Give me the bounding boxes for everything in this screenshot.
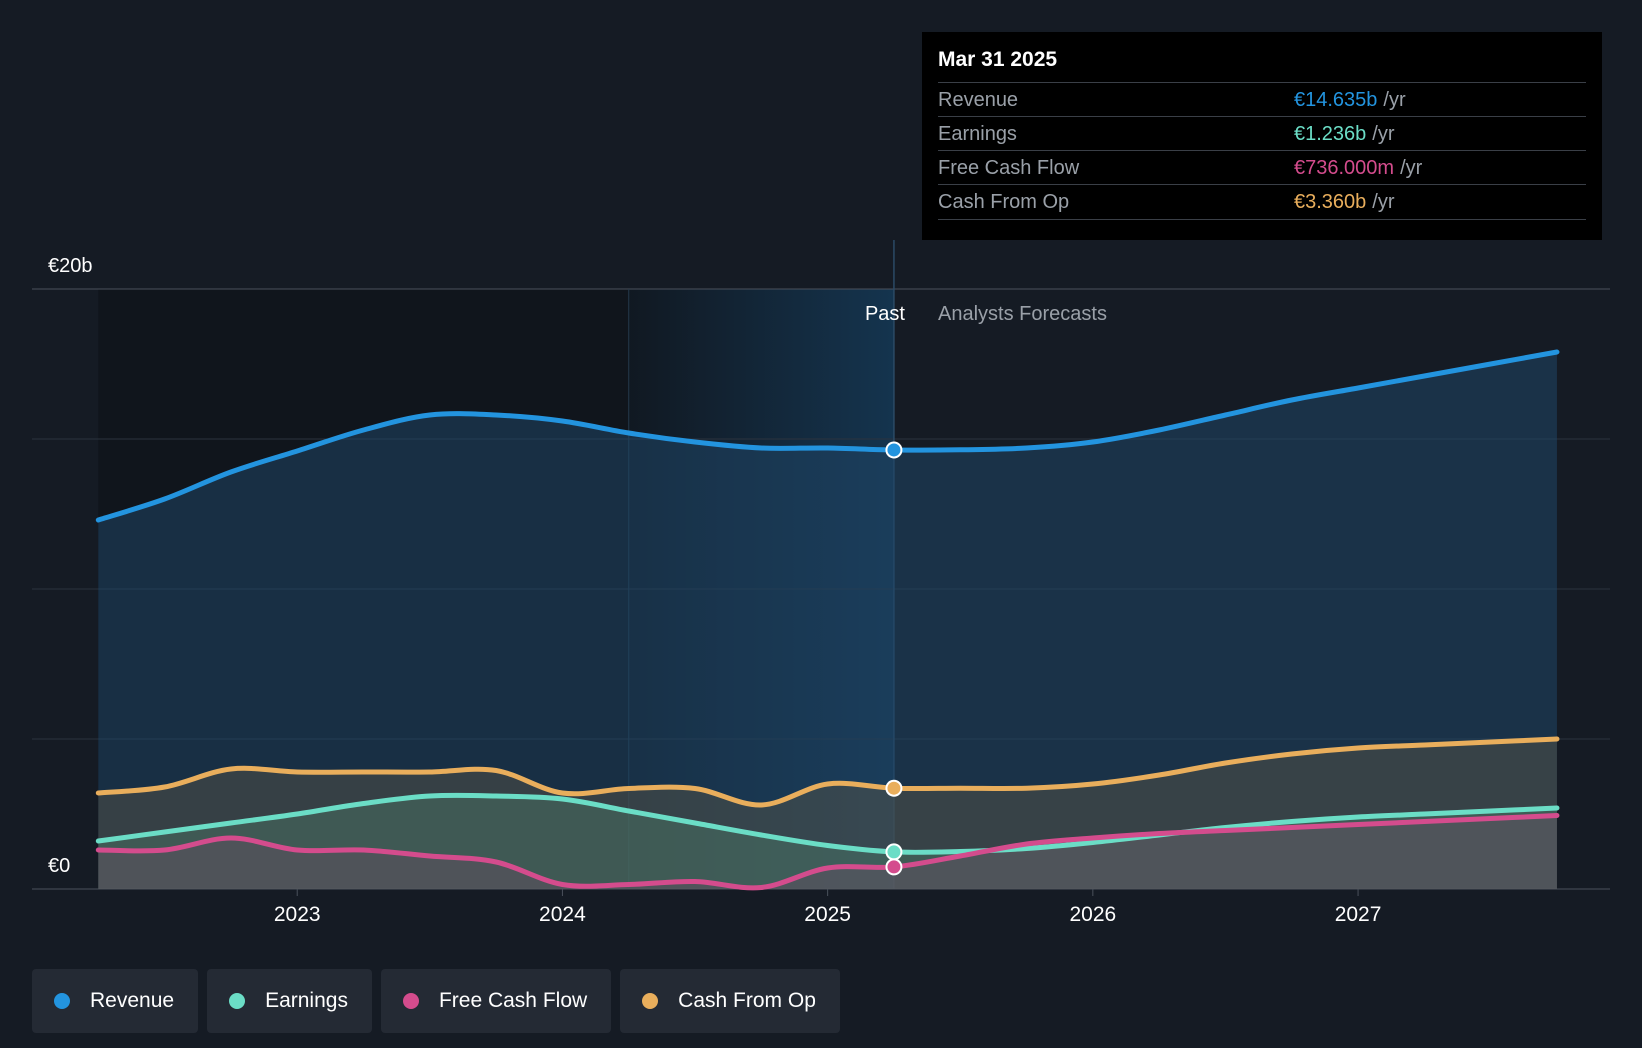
- tooltip-value: €14.635b/yr: [1294, 89, 1406, 111]
- tooltip-value: €3.360b/yr: [1294, 191, 1395, 213]
- x-tick-label: 2023: [274, 903, 321, 926]
- marker-cash-from-op: [885, 779, 903, 797]
- forecast-label: Analysts Forecasts: [938, 303, 1107, 325]
- past-label: Past: [865, 303, 905, 325]
- tooltip-label: Free Cash Flow: [938, 157, 1080, 179]
- line-revenue: [95, 349, 1560, 523]
- tooltip-row-cfo: Cash From Op €3.360b/yr: [938, 184, 1586, 220]
- y-label-top: €20b: [48, 255, 93, 277]
- x-tick-label: 2024: [539, 903, 586, 926]
- tooltip-label: Earnings: [938, 123, 1017, 145]
- x-tick-label: 2027: [1335, 903, 1382, 926]
- line-cash-from-op: [95, 736, 1560, 808]
- area-cash-from-op: [98, 739, 1557, 889]
- tooltip-value: €736.000m/yr: [1294, 157, 1423, 179]
- legend-dot-icon: [54, 993, 70, 1009]
- tooltip-label: Revenue: [938, 89, 1019, 111]
- tooltip-label: Cash From Op: [938, 191, 1070, 213]
- legend-item-revenue[interactable]: Revenue: [32, 969, 199, 1033]
- tooltip-row-fcf: Free Cash Flow €736.000m/yr: [938, 150, 1586, 185]
- tooltip-row-earnings: Earnings €1.236b/yr: [938, 116, 1586, 151]
- line-free-cash-flow: [95, 813, 1560, 891]
- legend-label: Revenue: [90, 989, 175, 1012]
- legend-item-earnings[interactable]: Earnings: [207, 969, 372, 1033]
- tooltip-date: Mar 31 2025: [938, 48, 1058, 71]
- marker-earnings: [885, 843, 903, 861]
- legend-dot-icon: [402, 993, 419, 1009]
- legend-item-cash-from-op[interactable]: Cash From Op: [620, 969, 840, 1033]
- legend-label: Cash From Op: [678, 989, 816, 1012]
- legend-dot-icon: [642, 993, 659, 1009]
- legend: Revenue Earnings Free Cash Flow Cash Fro…: [32, 969, 840, 1033]
- legend-label: Earnings: [265, 989, 348, 1012]
- tooltip-value: €1.236b/yr: [1294, 123, 1395, 145]
- line-earnings: [95, 792, 1560, 855]
- legend-item-free-cash-flow[interactable]: Free Cash Flow: [380, 969, 612, 1033]
- legend-dot-icon: [229, 993, 246, 1009]
- area-revenue: [98, 352, 1557, 889]
- marker-free-cash-flow: [885, 858, 903, 876]
- legend-label: Free Cash Flow: [438, 989, 588, 1012]
- y-label-bottom: €0: [48, 855, 70, 877]
- financial-chart: €20b €0 Past Analysts Forecasts 2023 2024…: [32, 240, 1610, 926]
- x-tick-label: 2026: [1069, 903, 1116, 926]
- tooltip-row-revenue: Revenue €14.635b/yr: [938, 82, 1586, 117]
- area-earnings: [98, 795, 1557, 889]
- marker-revenue: [885, 441, 903, 459]
- x-tick-label: 2025: [804, 903, 851, 926]
- tooltip: Mar 31 2025 Revenue €14.635b/yr Earnings…: [922, 32, 1602, 240]
